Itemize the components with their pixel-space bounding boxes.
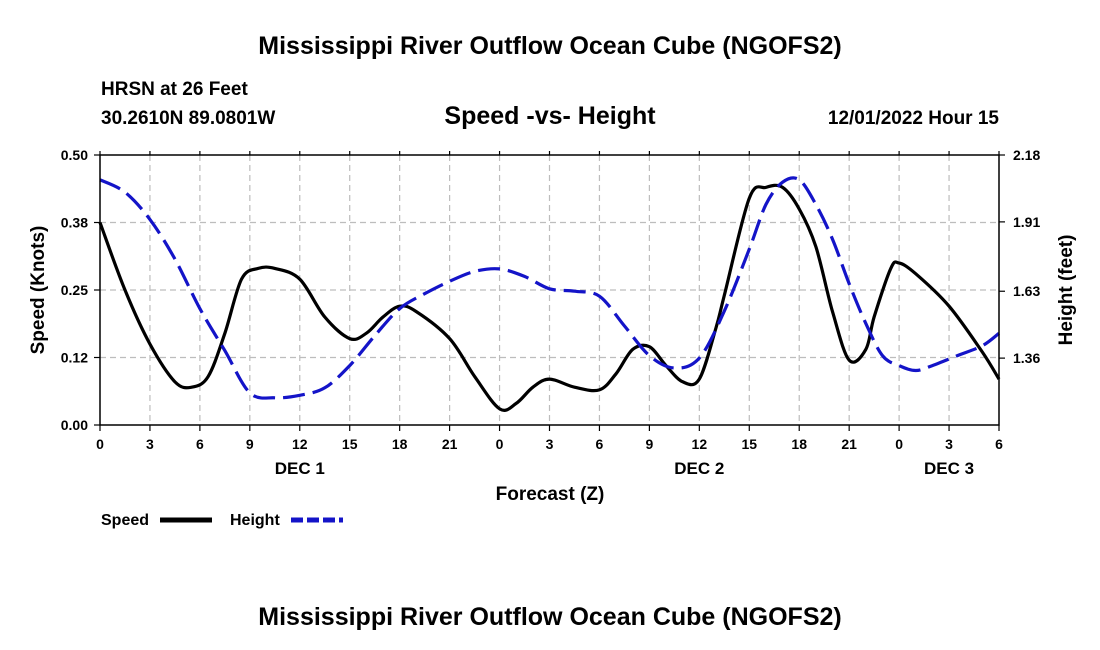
x-tick-label: 12 (692, 436, 708, 452)
chart-subtitle: Speed -vs- Height (444, 102, 656, 130)
x-tick-label: 21 (841, 436, 857, 452)
day-label: DEC 2 (674, 459, 724, 478)
speed-series-line (98, 183, 1001, 412)
x-tick-label: 0 (895, 436, 903, 452)
chart-title: Mississippi River Outflow Ocean Cube (NG… (258, 32, 841, 60)
x-tick-label: 9 (645, 436, 653, 452)
datetime-label: 12/01/2022 Hour 15 (828, 108, 1000, 129)
y2-tick-label: 1.63 (1013, 283, 1040, 299)
day-label: DEC 3 (924, 459, 974, 478)
y-tick-label: 0.12 (61, 350, 88, 366)
x-tick-label: 3 (945, 436, 953, 452)
grid (100, 155, 999, 425)
x-tick-label: 6 (596, 436, 604, 452)
x-tick-label: 0 (96, 436, 104, 452)
x-tick-label: 3 (546, 436, 554, 452)
x-tick-label: 6 (196, 436, 204, 452)
y2-axis-label: Height (feet) (1056, 235, 1077, 346)
tick-labels: 0 3 6 9 12 15 18 21 0 3 6 9 12 15 18 21 0 3 6 0.00 0.12 0.25 0… (61, 147, 1041, 478)
y-tick-label: 0.50 (61, 147, 88, 163)
axis-ticks (94, 151, 1005, 431)
y-axis-label: Speed (Knots) (28, 226, 49, 355)
x-tick-label: 15 (342, 436, 358, 452)
station-label: HRSN at 26 Feet (101, 79, 248, 100)
y2-tick-label: 1.36 (1013, 350, 1040, 366)
height-series-line (99, 176, 1000, 400)
legend: Speed Height (101, 512, 343, 529)
footer-title: Mississippi River Outflow Ocean Cube (NG… (258, 603, 841, 631)
legend-speed-label: Speed (101, 512, 149, 529)
x-tick-label: 15 (741, 436, 757, 452)
x-tick-label: 21 (442, 436, 458, 452)
day-label: DEC 1 (275, 459, 325, 478)
x-tick-label: 12 (292, 436, 308, 452)
y2-tick-label: 1.91 (1013, 214, 1040, 230)
y-tick-label: 0.38 (61, 215, 88, 231)
coordinates-label: 30.2610N 89.0801W (101, 108, 275, 129)
x-tick-label: 9 (246, 436, 254, 452)
y2-tick-label: 2.18 (1013, 147, 1040, 163)
y-tick-label: 0.25 (61, 282, 88, 298)
x-tick-label: 0 (496, 436, 504, 452)
x-axis-label: Forecast (Z) (496, 484, 605, 505)
series-lines (98, 176, 1001, 412)
legend-height-label: Height (230, 512, 280, 529)
x-tick-label: 3 (146, 436, 154, 452)
x-tick-label: 6 (995, 436, 1003, 452)
y-tick-label: 0.00 (61, 417, 88, 433)
x-tick-label: 18 (392, 436, 408, 452)
x-tick-label: 18 (791, 436, 807, 452)
